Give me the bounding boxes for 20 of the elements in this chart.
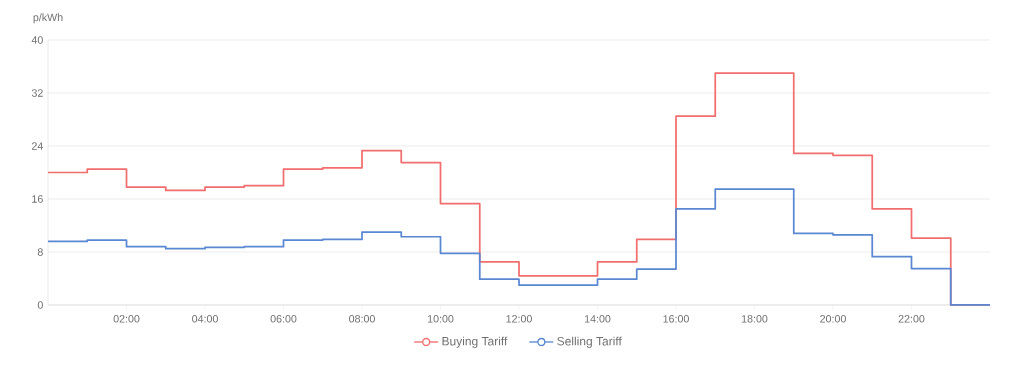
y-tick-label: 24 (31, 142, 43, 150)
x-tick-label: 02:00 (113, 315, 140, 323)
y-tick-label: 8 (37, 248, 43, 256)
x-tick-label: 08:00 (349, 315, 375, 323)
y-tick-label: 32 (31, 89, 43, 97)
x-tick-label: 22:00 (898, 315, 925, 323)
x-tick-label: 14:00 (584, 315, 611, 323)
x-tick-label: 06:00 (270, 315, 297, 323)
x-tick-label: 18:00 (741, 315, 768, 323)
x-tick-label: 16:00 (663, 315, 689, 323)
x-tick-label: 04:00 (192, 315, 218, 323)
x-tick-label: 12:00 (506, 315, 532, 323)
y-axis-title: p/kWh (33, 13, 63, 24)
y-tick-label: 16 (32, 195, 43, 203)
y-tick-label: 40 (31, 36, 43, 44)
y-tick-label: 0 (37, 301, 43, 309)
x-tick-label: 10:00 (427, 315, 454, 323)
legend-label: Buying Tariff (442, 336, 508, 348)
legend-label: Selling Tariff (557, 336, 622, 348)
x-tick-label: 20:00 (820, 315, 846, 323)
